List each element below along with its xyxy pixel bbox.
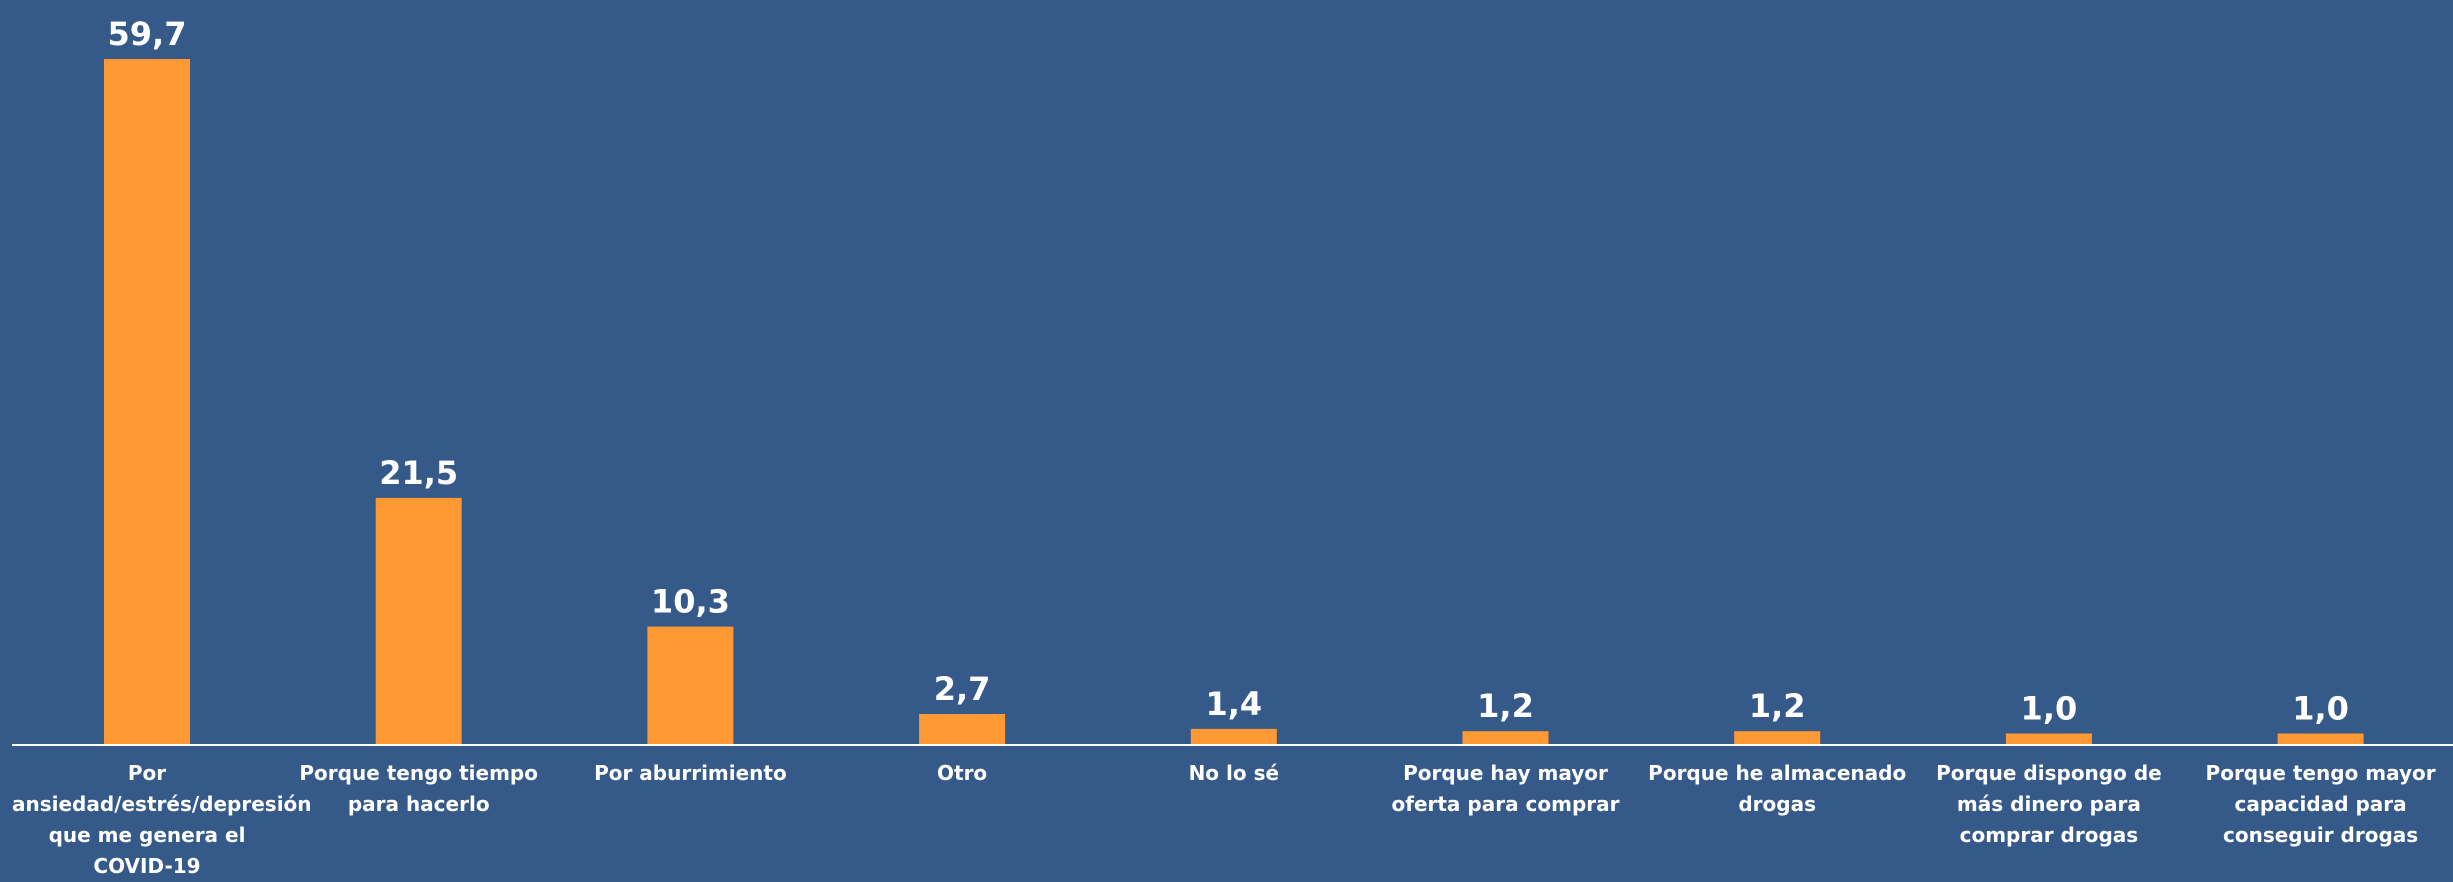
bar-9: [2277, 733, 2364, 745]
category-label-6: Porque hay mayor oferta para comprar: [1391, 761, 1620, 816]
bar-5: [1190, 728, 1277, 745]
bar-value-label-9: 1,0: [2292, 690, 2349, 728]
bar-8: [2005, 733, 2092, 745]
bar-value-label-5: 1,4: [1205, 685, 1262, 723]
bar-1: [104, 59, 190, 745]
category-label-1: Por ansiedad/estrés/depresión que me gen…: [12, 761, 312, 878]
bar-2: [375, 497, 462, 745]
bar-value-label-8: 1,0: [2021, 690, 2078, 728]
bar-value-label-7: 1,2: [1749, 687, 1806, 725]
bar-value-label-3: 10,3: [651, 583, 730, 621]
bar-7: [1734, 731, 1821, 745]
category-label-4: Otro: [937, 761, 988, 785]
bar-value-label-1: 59,7: [108, 15, 187, 53]
bar-value-label-2: 21,5: [379, 454, 458, 492]
bar-4: [919, 714, 1006, 745]
category-label-3: Por aburrimiento: [594, 761, 787, 785]
category-label-5: No lo sé: [1188, 761, 1280, 785]
category-label-9: Porque tengo mayor capacidad para conseg…: [2205, 761, 2436, 847]
bar-3: [647, 626, 734, 745]
bar-value-label-6: 1,2: [1477, 687, 1534, 725]
category-label-7: Porque he almacenado drogas: [1648, 761, 1907, 816]
category-label-8: Porque dispongo de más dinero para compr…: [1936, 761, 2162, 847]
bar-value-label-4: 2,7: [934, 670, 991, 708]
category-label-2: Porque tengo tiempo para hacerlo: [299, 761, 538, 816]
bar-6: [1462, 731, 1549, 745]
